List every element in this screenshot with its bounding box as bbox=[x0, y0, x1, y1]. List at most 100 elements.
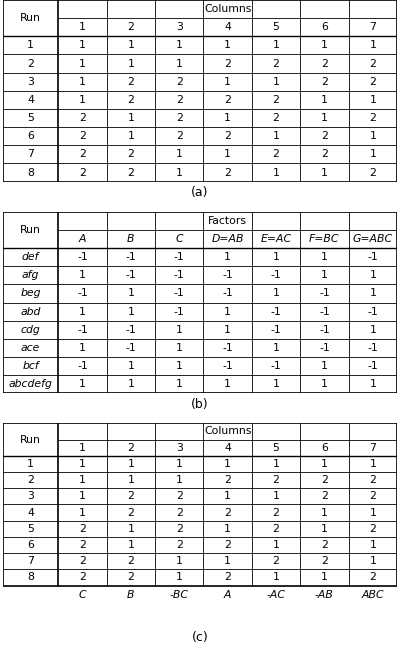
Text: 1: 1 bbox=[176, 556, 183, 566]
Text: -1: -1 bbox=[319, 343, 330, 353]
Text: 2: 2 bbox=[369, 475, 376, 485]
Text: ABC: ABC bbox=[362, 591, 384, 600]
Text: 3: 3 bbox=[27, 491, 34, 501]
Text: 2: 2 bbox=[79, 556, 86, 566]
Text: 2: 2 bbox=[321, 491, 328, 501]
Text: 1: 1 bbox=[79, 77, 86, 87]
Text: 7: 7 bbox=[369, 22, 376, 32]
Text: 1: 1 bbox=[79, 95, 86, 105]
Text: 1: 1 bbox=[272, 459, 280, 469]
Text: 2: 2 bbox=[176, 77, 183, 87]
Text: 1: 1 bbox=[176, 40, 183, 51]
Text: 1: 1 bbox=[369, 324, 376, 335]
Text: -1: -1 bbox=[174, 288, 184, 299]
Text: 2: 2 bbox=[176, 540, 183, 550]
Text: 1: 1 bbox=[272, 491, 280, 501]
Text: D=AB: D=AB bbox=[211, 234, 244, 244]
Text: 1: 1 bbox=[79, 58, 86, 69]
Text: 1: 1 bbox=[224, 149, 231, 160]
Text: -BC: -BC bbox=[170, 591, 189, 600]
Text: 1: 1 bbox=[369, 270, 376, 280]
Text: 1: 1 bbox=[176, 572, 183, 582]
Text: 2: 2 bbox=[224, 572, 231, 582]
Text: 2: 2 bbox=[224, 508, 231, 517]
Text: 1: 1 bbox=[321, 508, 328, 517]
Text: 2: 2 bbox=[369, 77, 376, 87]
Text: -1: -1 bbox=[222, 288, 233, 299]
Text: 2: 2 bbox=[369, 572, 376, 582]
Text: 1: 1 bbox=[176, 343, 183, 353]
Text: 2: 2 bbox=[224, 95, 231, 105]
Text: 1: 1 bbox=[321, 459, 328, 469]
Text: E=AC: E=AC bbox=[260, 234, 292, 244]
Text: afg: afg bbox=[22, 270, 39, 280]
Text: 2: 2 bbox=[127, 508, 134, 517]
Text: 1: 1 bbox=[176, 361, 183, 371]
Text: 2: 2 bbox=[272, 95, 280, 105]
Text: 2: 2 bbox=[272, 524, 280, 533]
Text: -1: -1 bbox=[319, 288, 330, 299]
Text: 2: 2 bbox=[79, 524, 86, 533]
Text: 2: 2 bbox=[321, 556, 328, 566]
Text: 4: 4 bbox=[27, 95, 34, 105]
Text: 1: 1 bbox=[272, 77, 280, 87]
Text: 6: 6 bbox=[321, 22, 328, 32]
Text: 1: 1 bbox=[224, 113, 231, 123]
Text: -AB: -AB bbox=[315, 591, 334, 600]
Text: 2: 2 bbox=[369, 58, 376, 69]
Text: 2: 2 bbox=[272, 475, 280, 485]
Text: 1: 1 bbox=[369, 459, 376, 469]
Text: A: A bbox=[79, 234, 86, 244]
Text: 1: 1 bbox=[321, 95, 328, 105]
Text: 2: 2 bbox=[127, 167, 134, 178]
Text: C: C bbox=[175, 234, 183, 244]
Text: 4: 4 bbox=[224, 443, 231, 452]
Text: 5: 5 bbox=[27, 524, 34, 533]
Text: 1: 1 bbox=[127, 459, 134, 469]
Text: -1: -1 bbox=[368, 252, 378, 262]
Text: 2: 2 bbox=[27, 475, 34, 485]
Text: def: def bbox=[22, 252, 39, 262]
Text: 1: 1 bbox=[272, 540, 280, 550]
Text: 4: 4 bbox=[27, 508, 34, 517]
Text: 1: 1 bbox=[176, 459, 183, 469]
Text: 1: 1 bbox=[272, 288, 280, 299]
Text: 1: 1 bbox=[127, 524, 134, 533]
Text: 1: 1 bbox=[79, 443, 86, 452]
Text: 2: 2 bbox=[127, 149, 134, 160]
Text: 1: 1 bbox=[176, 149, 183, 160]
Text: 1: 1 bbox=[321, 379, 328, 389]
Text: beg: beg bbox=[20, 288, 41, 299]
Text: -1: -1 bbox=[174, 306, 184, 317]
Text: 1: 1 bbox=[272, 379, 280, 389]
Text: 1: 1 bbox=[369, 508, 376, 517]
Text: 2: 2 bbox=[321, 58, 328, 69]
Text: -AC: -AC bbox=[266, 591, 286, 600]
Text: ace: ace bbox=[21, 343, 40, 353]
Text: 1: 1 bbox=[176, 379, 183, 389]
Text: -1: -1 bbox=[77, 361, 88, 371]
Text: 2: 2 bbox=[321, 77, 328, 87]
Text: -1: -1 bbox=[319, 324, 330, 335]
Text: B: B bbox=[127, 234, 134, 244]
Text: 1: 1 bbox=[224, 379, 231, 389]
Text: 1: 1 bbox=[224, 40, 231, 51]
Text: Run: Run bbox=[20, 13, 41, 23]
Text: 1: 1 bbox=[369, 379, 376, 389]
Text: 1: 1 bbox=[127, 58, 134, 69]
Text: 1: 1 bbox=[79, 459, 86, 469]
Text: 7: 7 bbox=[369, 443, 376, 452]
Text: 5: 5 bbox=[27, 113, 34, 123]
Text: 1: 1 bbox=[369, 95, 376, 105]
Text: 5: 5 bbox=[272, 443, 280, 452]
Text: 2: 2 bbox=[321, 149, 328, 160]
Text: 1: 1 bbox=[369, 540, 376, 550]
Text: 2: 2 bbox=[176, 508, 183, 517]
Text: 1: 1 bbox=[27, 459, 34, 469]
Text: -1: -1 bbox=[77, 252, 88, 262]
Text: -1: -1 bbox=[319, 306, 330, 317]
Text: 1: 1 bbox=[79, 306, 86, 317]
Text: 2: 2 bbox=[127, 556, 134, 566]
Text: 2: 2 bbox=[369, 167, 376, 178]
Text: 2: 2 bbox=[272, 113, 280, 123]
